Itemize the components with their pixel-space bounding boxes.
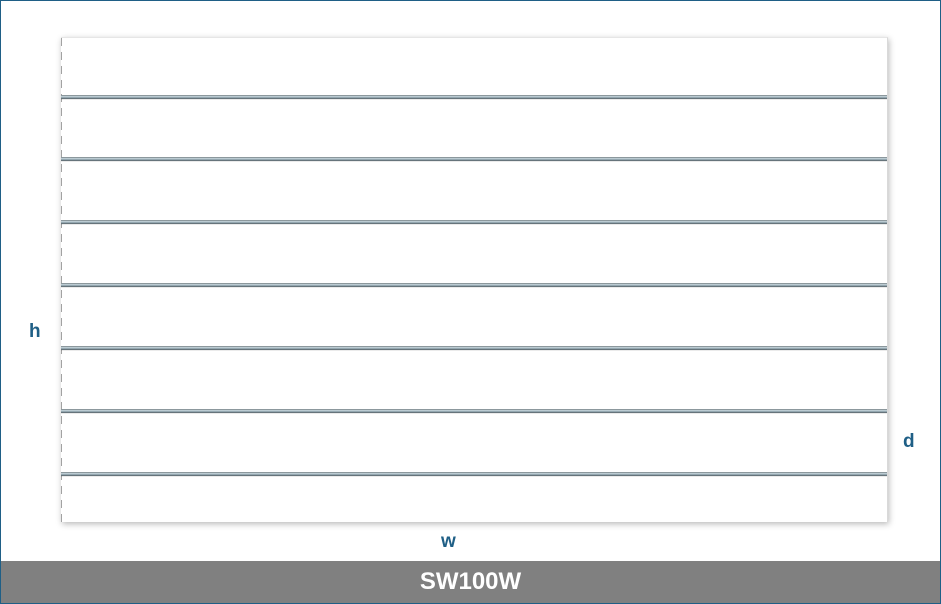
- product-code: SW100W: [419, 568, 522, 595]
- width-dimension-label: w: [441, 531, 456, 552]
- slat-groove: [61, 95, 887, 100]
- slat-groove: [61, 346, 887, 351]
- height-dimension-label: h: [29, 321, 41, 342]
- slatwall-panel: [61, 37, 888, 522]
- product-footer-bar: SW100W: [1, 561, 940, 603]
- slat-groove: [61, 283, 887, 288]
- slat-groove: [61, 472, 887, 477]
- slat-groove: [61, 409, 887, 414]
- panel-edge: [61, 38, 62, 522]
- slat-groove: [61, 220, 887, 225]
- slat-groove: [61, 157, 887, 162]
- depth-dimension-label: d: [903, 431, 915, 452]
